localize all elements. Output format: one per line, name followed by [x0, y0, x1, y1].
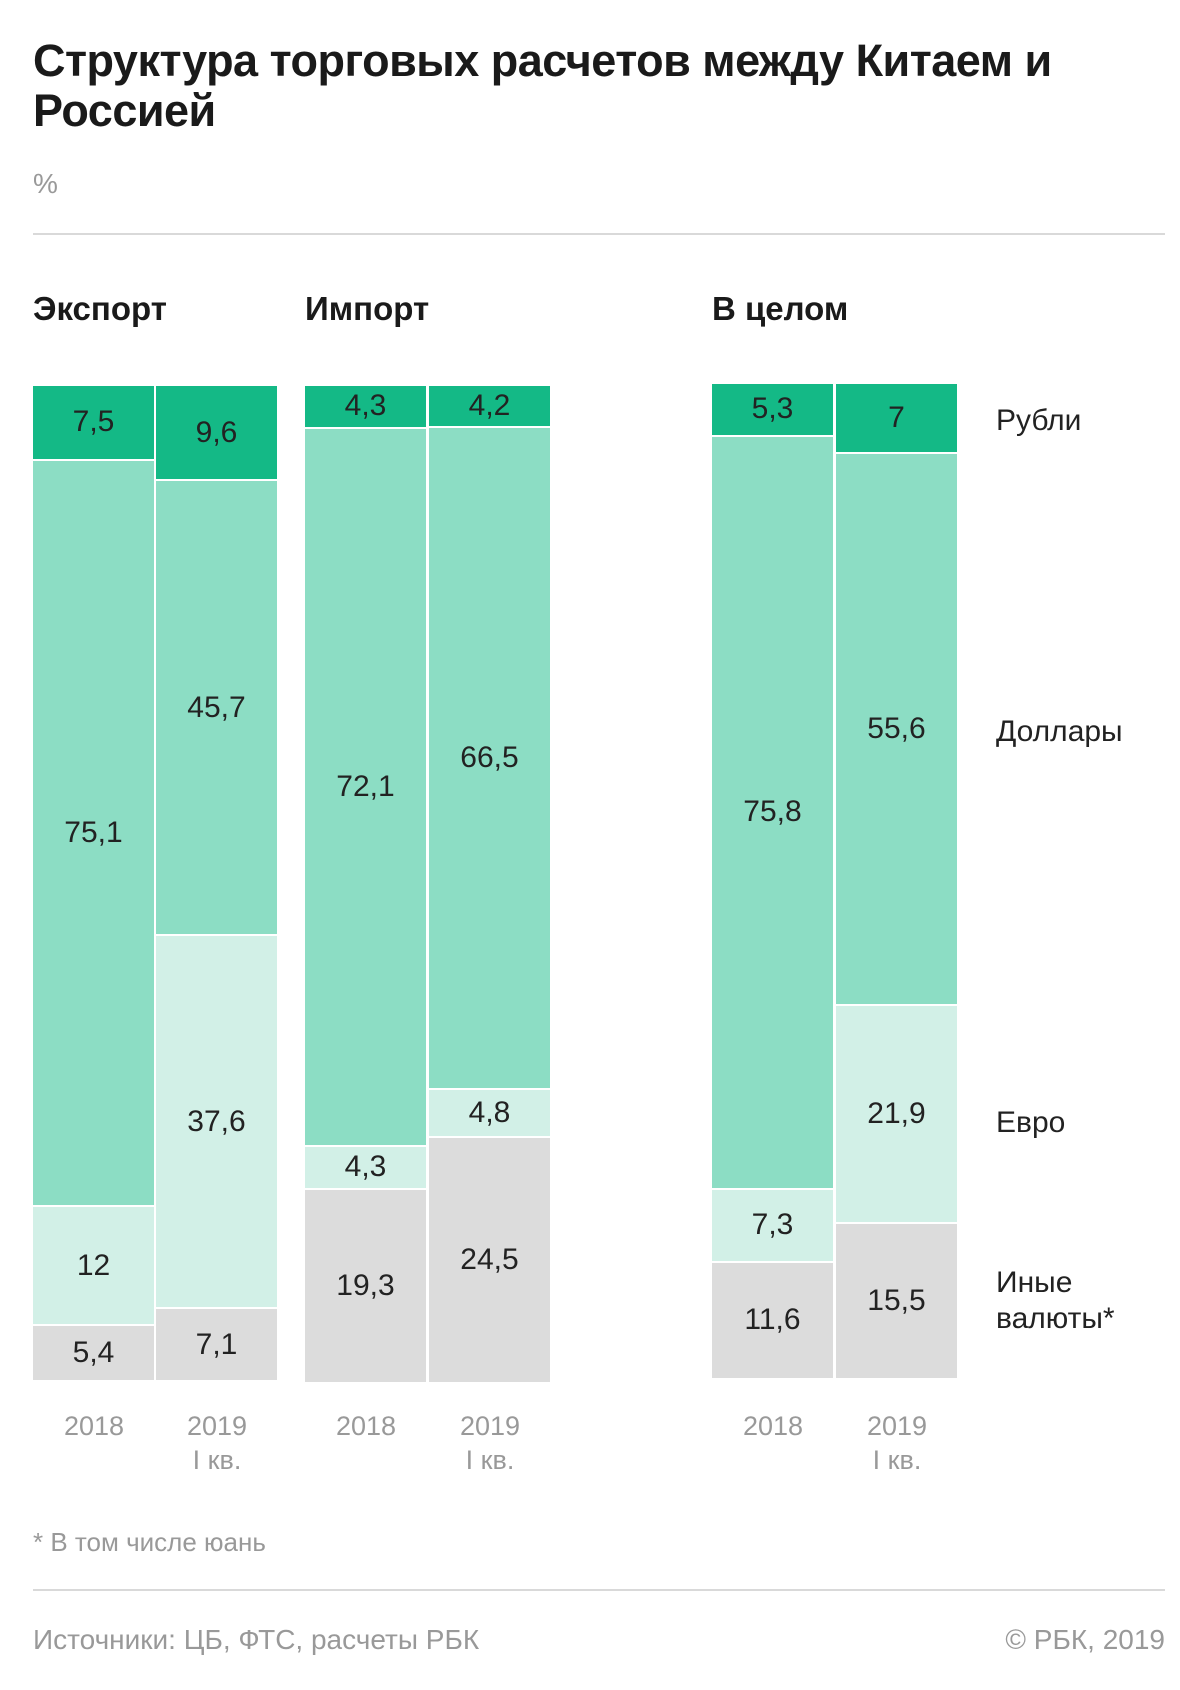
footnote: * В том числе юань: [33, 1527, 266, 1557]
bar-segment-dollars: 55,6: [836, 453, 957, 1005]
legend-other-line2: валюты*: [996, 1302, 1115, 1335]
bar-segment-other: 5,4: [33, 1326, 154, 1380]
data-label: 4,3: [344, 1150, 387, 1184]
bar-segment-euro: 4,8: [429, 1090, 550, 1136]
data-label: 4,3: [344, 389, 387, 423]
data-label: 75,1: [64, 815, 123, 849]
bar-segment-rubles: 9,6: [156, 386, 277, 480]
data-label: 7,1: [195, 1327, 238, 1361]
period-label: I кв.: [192, 1445, 242, 1475]
data-label: 24,5: [460, 1242, 519, 1276]
copyright: © РБК, 2019: [1005, 1624, 1165, 1655]
data-label: 9,6: [195, 415, 238, 449]
bar-segment-other: 19,3: [305, 1189, 426, 1382]
period-label: I кв.: [872, 1445, 922, 1475]
data-label: 7,5: [72, 405, 115, 439]
bar-segment-rubles: 5,3: [712, 384, 833, 435]
bar-segment-other: 7,1: [156, 1309, 277, 1380]
bar-segment-other: 11,6: [712, 1262, 833, 1378]
group-title-import: Импорт: [305, 290, 430, 327]
unit-label: %: [33, 168, 58, 199]
data-label: 5,4: [72, 1336, 115, 1370]
data-label: 11,6: [744, 1303, 801, 1337]
bar-segment-dollars: 75,8: [712, 436, 833, 1189]
bar-segment-euro: 21,9: [836, 1006, 957, 1222]
legend-rubles: Рубли: [996, 404, 1082, 437]
period-label: I кв.: [465, 1445, 515, 1475]
bar-segment-rubles: 4,2: [429, 386, 550, 426]
sources: Источники: ЦБ, ФТС, расчеты РБК: [33, 1624, 480, 1655]
data-label: 55,6: [867, 711, 926, 745]
year-label: 2019: [459, 1411, 521, 1441]
year-label: 2018: [63, 1411, 125, 1441]
bar-segment-other: 15,5: [836, 1223, 957, 1378]
data-label: 4,8: [468, 1096, 511, 1130]
bar-segment-dollars: 66,5: [429, 427, 550, 1089]
bar-segment-dollars: 72,1: [305, 428, 426, 1145]
x-tick-label: 2019 I кв.: [156, 1409, 278, 1477]
year-label: 2019: [186, 1411, 248, 1441]
chart-title: Структура торговых расчетов между Китаем…: [33, 35, 1052, 136]
legend-other-line1: Иные: [996, 1266, 1073, 1299]
data-label: 7,3: [751, 1208, 794, 1242]
data-label: 4,2: [468, 388, 511, 422]
legend-euro: Евро: [996, 1106, 1066, 1139]
data-label: 45,7: [187, 690, 246, 724]
year-label: 2018: [335, 1411, 397, 1441]
year-label: 2019: [866, 1411, 928, 1441]
bar-segment-euro: 12: [33, 1207, 154, 1325]
data-label: 12: [76, 1248, 111, 1282]
bar-segment-dollars: 45,7: [156, 481, 277, 934]
data-label: 75,8: [743, 795, 802, 829]
bar-segment-rubles: 7: [836, 384, 957, 452]
data-label: 5,3: [751, 392, 794, 426]
data-label: 21,9: [867, 1097, 926, 1131]
data-label: 66,5: [460, 740, 519, 774]
bar-segment-rubles: 7,5: [33, 386, 154, 459]
bottom-divider: [33, 1589, 1165, 1591]
group-title-export: Экспорт: [33, 290, 167, 327]
data-label: 37,6: [187, 1104, 246, 1138]
data-label: 15,5: [867, 1283, 926, 1317]
x-tick-label: 2018: [712, 1409, 834, 1443]
legend-other: Иные валюты*: [996, 1265, 1115, 1337]
top-divider: [33, 233, 1165, 235]
data-label: 72,1: [336, 769, 395, 803]
data-label: 7: [888, 400, 905, 434]
x-tick-label: 2019 I кв.: [836, 1409, 958, 1477]
group-title-total: В целом: [712, 290, 849, 327]
year-label: 2018: [742, 1411, 804, 1441]
bar-segment-euro: 7,3: [712, 1190, 833, 1261]
bar-segment-euro: 4,3: [305, 1146, 426, 1188]
x-tick-label: 2019 I кв.: [429, 1409, 551, 1477]
x-tick-label: 2018: [305, 1409, 427, 1443]
x-tick-label: 2018: [33, 1409, 155, 1443]
data-label: 19,3: [336, 1268, 395, 1302]
bar-segment-other: 24,5: [429, 1137, 550, 1382]
legend-dollars: Доллары: [996, 715, 1123, 748]
bar-segment-dollars: 75,1: [33, 460, 154, 1206]
bar-segment-euro: 37,6: [156, 935, 277, 1308]
bar-segment-rubles: 4,3: [305, 386, 426, 427]
